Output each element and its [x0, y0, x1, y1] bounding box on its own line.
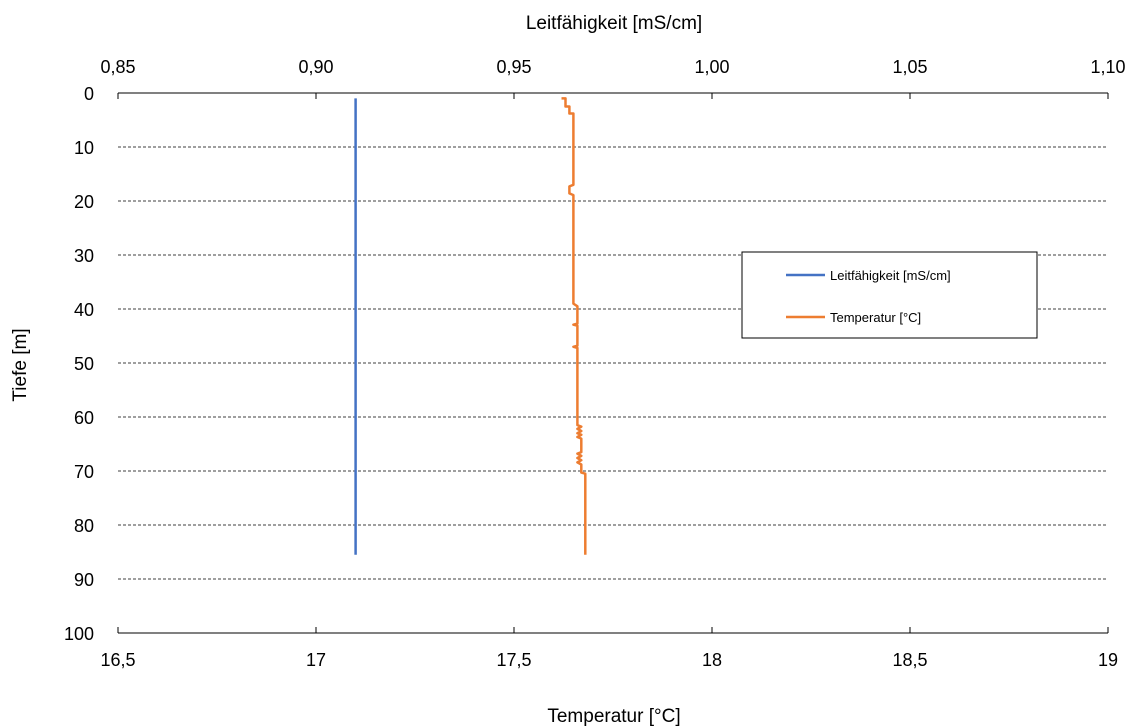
top-tick-label: 0,95: [496, 57, 531, 77]
y-tick-label: 10: [74, 138, 94, 158]
top-axis-title: Leitfähigkeit [mS/cm]: [526, 13, 702, 34]
top-tick-label: 1,00: [694, 57, 729, 77]
series-lines: [354, 97, 587, 555]
grid-lines: [118, 146, 1108, 580]
bottom-tick-label: 16,5: [100, 650, 135, 670]
bottom-axis-title: Temperatur [°C]: [547, 706, 680, 727]
bottom-tick-label: 17,5: [496, 650, 531, 670]
bottom-tick-label: 17: [306, 650, 326, 670]
y-tick-label: 70: [74, 462, 94, 482]
y-tick-label: 90: [74, 570, 94, 590]
top-tick-label: 0,90: [298, 57, 333, 77]
y-tick-label: 100: [64, 624, 94, 644]
y-tick-label: 30: [74, 246, 94, 266]
bottom-tick-label: 18,5: [892, 650, 927, 670]
y-tick-label: 50: [74, 354, 94, 374]
bottom-axis-ticks: 16,5 17 17,5 18 18,5 19: [100, 627, 1118, 670]
y-tick-label: 20: [74, 192, 94, 212]
axes: [118, 92, 1108, 634]
bottom-tick-label: 19: [1098, 650, 1118, 670]
y-tick-label: 60: [74, 408, 94, 428]
series-line-temperature: [561, 97, 587, 555]
legend: Leitfähigkeit [mS/cm] Temperatur [°C]: [741, 251, 1038, 339]
left-axis-ticks: 0 10 20 30 40 50 60 70 80 90 100: [64, 84, 94, 644]
top-tick-label: 1,05: [892, 57, 927, 77]
legend-box: [741, 251, 1038, 339]
top-tick-label: 1,10: [1090, 57, 1125, 77]
y-tick-label: 40: [74, 300, 94, 320]
top-axis-ticks: 0,85 0,90 0,95 1,00 1,05 1,10: [100, 57, 1126, 99]
top-tick-label: 0,85: [100, 57, 135, 77]
bottom-tick-label: 18: [702, 650, 722, 670]
y-axis-title: Tiefe [m]: [10, 328, 31, 401]
legend-label-conductivity: Leitfähigkeit [mS/cm]: [830, 268, 951, 283]
y-tick-label: 0: [84, 84, 94, 104]
legend-label-temperature: Temperatur [°C]: [830, 310, 921, 325]
y-tick-label: 80: [74, 516, 94, 536]
